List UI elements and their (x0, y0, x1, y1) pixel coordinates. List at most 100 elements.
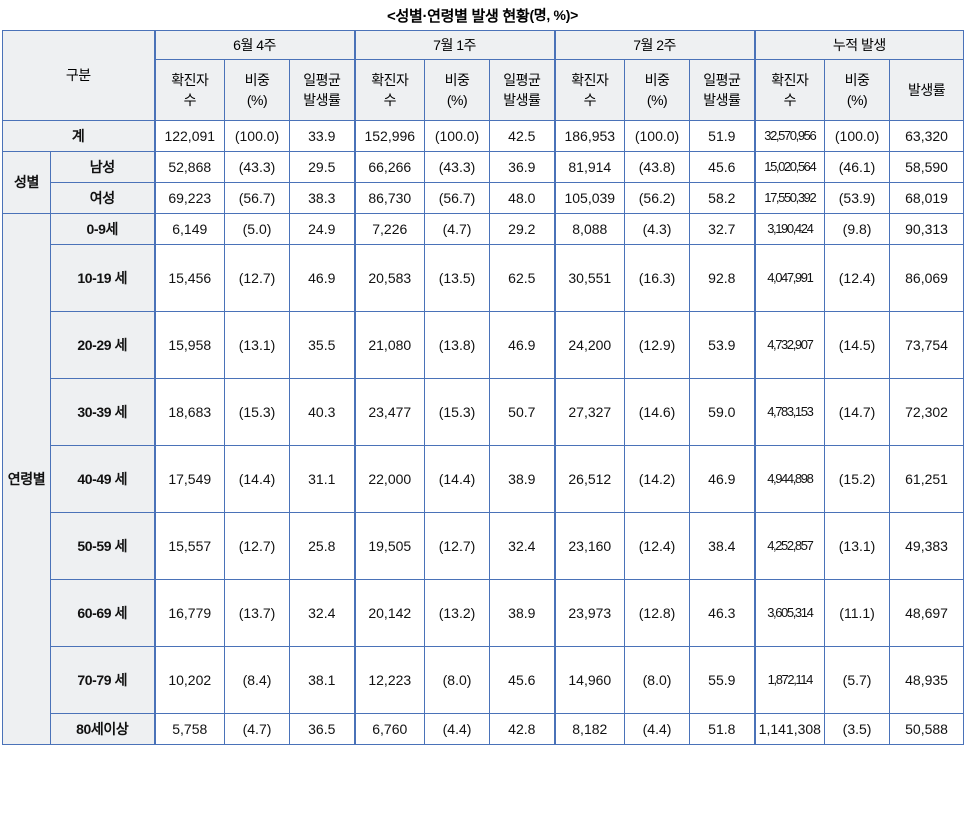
cell-age8-w1-share: (4.7) (224, 713, 291, 745)
cell-age6-w2-rate: 38.9 (489, 579, 556, 647)
cell-age4-w2-confirmed: 22,000 (353, 445, 426, 513)
cell-age6-w2-share: (13.2) (424, 579, 491, 647)
header-cum-share: 비중 (%) (824, 59, 891, 121)
cell-age5-w3-confirmed: 23,160 (553, 512, 626, 580)
cell-male-w3-share: (43.8) (624, 151, 691, 183)
cell-age7-cum-rate: 48,935 (889, 646, 965, 714)
cell-age1-w3-confirmed: 30,551 (553, 244, 626, 312)
cell-age8-cum-rate: 50,588 (889, 713, 965, 745)
cell-age3-cum-confirmed: 4,783,153 (753, 378, 826, 446)
cell-total-w1-share: (100.0) (224, 120, 291, 152)
cell-age5-w2-rate: 32.4 (489, 512, 556, 580)
row-label-age-30-39: 30-39 세 (49, 378, 156, 446)
cell-male-cum-rate: 58,590 (889, 151, 965, 183)
cell-age1-w1-confirmed: 15,456 (153, 244, 226, 312)
header-w1-share: 비중 (%) (224, 59, 291, 121)
cell-total-w1-rate: 33.9 (289, 120, 356, 152)
cell-age3-w1-rate: 40.3 (289, 378, 356, 446)
cell-total-cum-share: (100.0) (824, 120, 891, 152)
cell-age8-w2-confirmed: 6,760 (353, 713, 426, 745)
cell-age4-cum-confirmed: 4,944,898 (753, 445, 826, 513)
cell-age3-w1-share: (15.3) (224, 378, 291, 446)
cell-female-w2-rate: 48.0 (489, 182, 556, 214)
table-body: 계 122,091 (100.0) 33.9 152,996 (100.0) 4… (1, 120, 965, 745)
row-label-female: 여성 (49, 182, 156, 214)
header-group-week2: 7월 1주 (353, 30, 556, 60)
cell-age4-cum-share: (15.2) (824, 445, 891, 513)
cell-age0-w3-rate: 32.7 (689, 213, 756, 245)
cell-age2-w3-rate: 53.9 (689, 311, 756, 379)
header-group-week1: 6월 4주 (153, 30, 356, 60)
cell-age3-w3-confirmed: 27,327 (553, 378, 626, 446)
cell-age6-w1-rate: 32.4 (289, 579, 356, 647)
row-label-age-50-59: 50-59 세 (49, 512, 156, 580)
cell-age1-w2-confirmed: 20,583 (353, 244, 426, 312)
cell-age8-w3-confirmed: 8,182 (553, 713, 626, 745)
cell-age1-w2-rate: 62.5 (489, 244, 556, 312)
cell-age8-w3-rate: 51.8 (689, 713, 756, 745)
cell-male-w3-confirmed: 81,914 (553, 151, 626, 183)
cell-age2-w1-rate: 35.5 (289, 311, 356, 379)
cell-female-w2-share: (56.7) (424, 182, 491, 214)
page-title: <성별·연령별 발생 현황 (명, %)> (0, 0, 965, 30)
cell-age0-w1-confirmed: 6,149 (153, 213, 226, 245)
cell-age0-w3-share: (4.3) (624, 213, 691, 245)
cell-age0-w2-confirmed: 7,226 (353, 213, 426, 245)
cell-age2-cum-confirmed: 4,732,907 (753, 311, 826, 379)
cell-age7-w3-share: (8.0) (624, 646, 691, 714)
table-row-age-0-9: 연령별 0-9세 6,149 (5.0) 24.9 7,226 (4.7) 29… (2, 213, 965, 745)
cell-age4-w3-rate: 46.9 (689, 445, 756, 513)
header-division: 구분 (1, 30, 156, 121)
cell-age5-cum-rate: 49,383 (889, 512, 965, 580)
cell-age5-w2-confirmed: 19,505 (353, 512, 426, 580)
header-group-week3: 7월 2주 (553, 30, 756, 60)
cell-male-w1-share: (43.3) (224, 151, 291, 183)
rowgroup-label-sex: 성별 (2, 151, 51, 214)
incidence-table: 구분 6월 4주 7월 1주 7월 2주 누적 발생 확진자 수 비중 (%) … (1, 30, 965, 745)
cell-age0-w1-rate: 24.9 (289, 213, 356, 245)
table-row-age-50-59: 50-59 세 15,557 (12.7) 25.8 19,505 (12.7)… (3, 512, 965, 580)
cell-total-w2-share: (100.0) (424, 120, 491, 152)
cell-age6-w3-share: (12.8) (624, 579, 691, 647)
table-row-male: 성별 남성 52,868 (43.3) 29.5 66,266 (43.3) 3… (2, 151, 965, 214)
header-cum-confirmed: 확진자 수 (753, 59, 826, 121)
cell-age8-w2-share: (4.4) (424, 713, 491, 745)
cell-age3-w2-share: (15.3) (424, 378, 491, 446)
cell-age6-w2-confirmed: 20,142 (353, 579, 426, 647)
cell-age6-cum-rate: 48,697 (889, 579, 965, 647)
row-label-age-60-69: 60-69 세 (49, 579, 156, 647)
cell-male-w2-confirmed: 66,266 (353, 151, 426, 183)
cell-total-cum-confirmed: 32,570,956 (753, 120, 826, 152)
header-w3-dailyavg: 일평균 발생률 (689, 59, 756, 121)
cell-age3-w3-share: (14.6) (624, 378, 691, 446)
cell-age8-w1-rate: 36.5 (289, 713, 356, 745)
cell-age1-w1-rate: 46.9 (289, 244, 356, 312)
header-w2-share: 비중 (%) (424, 59, 491, 121)
cell-age5-cum-confirmed: 4,252,857 (753, 512, 826, 580)
cell-female-w1-confirmed: 69,223 (153, 182, 226, 214)
cell-age0-w1-share: (5.0) (224, 213, 291, 245)
cell-age4-w2-rate: 38.9 (489, 445, 556, 513)
cell-age0-cum-share: (9.8) (824, 213, 891, 245)
row-label-age-70-79: 70-79 세 (49, 646, 156, 714)
cell-female-w2-confirmed: 86,730 (353, 182, 426, 214)
cell-female-w3-confirmed: 105,039 (553, 182, 626, 214)
cell-age4-w1-confirmed: 17,549 (153, 445, 226, 513)
cell-age3-w3-rate: 59.0 (689, 378, 756, 446)
cell-age4-w3-share: (14.2) (624, 445, 691, 513)
cell-age2-w1-confirmed: 15,958 (153, 311, 226, 379)
cell-age1-w3-share: (16.3) (624, 244, 691, 312)
cell-age2-w1-share: (13.1) (224, 311, 291, 379)
cell-age2-cum-rate: 73,754 (889, 311, 965, 379)
cell-age4-w2-share: (14.4) (424, 445, 491, 513)
cell-age0-cum-confirmed: 3,190,424 (753, 213, 826, 245)
cell-age0-w3-confirmed: 8,088 (553, 213, 626, 245)
cell-age2-w3-confirmed: 24,200 (553, 311, 626, 379)
table-row-age-10-19: 10-19 세 15,456 (12.7) 46.9 20,583 (13.5)… (3, 244, 965, 312)
table-row-total: 계 122,091 (100.0) 33.9 152,996 (100.0) 4… (1, 120, 965, 152)
cell-age2-w2-confirmed: 21,080 (353, 311, 426, 379)
cell-age8-cum-confirmed: 1,141,308 (753, 713, 826, 745)
cell-age6-w1-confirmed: 16,779 (153, 579, 226, 647)
row-label-age-10-19: 10-19 세 (49, 244, 156, 312)
